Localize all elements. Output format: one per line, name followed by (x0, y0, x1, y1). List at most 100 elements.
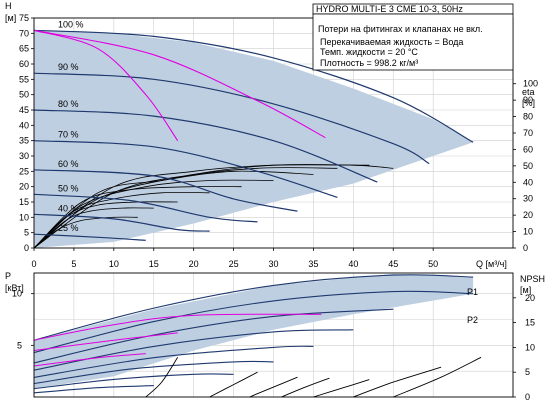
power-system-curve (33, 353, 146, 367)
efficiency-curve (33, 186, 242, 249)
info-box (312, 13, 514, 71)
top-labels: 100 % 90 % 80 % 70 % 60 % 50 % 40 % 25 % (58, 19, 84, 233)
power-curve (33, 329, 354, 371)
y-tick-label: 10 (19, 212, 29, 222)
chart-title: HYDRO MULTI-E 3 CME 10-3, 50Hz (316, 4, 463, 14)
power-curve (33, 308, 394, 364)
info-line-4: Плотность = 998.2 кг/м³ (320, 58, 418, 68)
bottom-power-curves (33, 274, 474, 394)
power-curve (33, 360, 274, 385)
y-tick-label: 5 (24, 228, 29, 238)
info-line-2: Перекачиваемая жидкость = Вода (320, 37, 463, 47)
speed-curve (33, 193, 258, 223)
speed-curve (33, 140, 338, 198)
speed-curve-label: 80 % (58, 99, 79, 109)
bottom-envelope (34, 274, 474, 389)
p2-label: P2 (467, 315, 478, 325)
p-unit: [кВт] (5, 283, 24, 293)
npsh-tick-label: 10 (525, 342, 535, 352)
speed-curve-label: 70 % (58, 130, 79, 140)
npsh-curve (281, 377, 330, 398)
power-curve (33, 345, 314, 378)
y2-tick-label: 70 (523, 128, 533, 138)
bottom-operating-area (34, 274, 474, 389)
y2-tick-label: 50 (523, 161, 533, 171)
bottom-npsh-curves (145, 356, 482, 398)
y-tick-label: 15 (19, 197, 29, 207)
speed-curve-label: 25 % (58, 223, 79, 233)
y-right-unit: [%] (522, 98, 535, 108)
y-tick-label: 25 (19, 166, 29, 176)
p-tick-label: 5 (17, 340, 22, 350)
y-tick-label: 50 (19, 90, 29, 100)
top-axes: 0 5 10 15 20 25 30 35 40 45 50 55 60 65 70 75 0 5 10 15 20 25… (19, 13, 538, 269)
bottom-axes: 5 10 0 5 10 15 20 (12, 272, 535, 402)
y2-tick-label: 10 (523, 227, 533, 237)
npsh-curve (145, 357, 179, 398)
x-tick-label: 25 (229, 259, 239, 269)
y-tick-label: 65 (19, 44, 29, 54)
y-tick-label: 75 (19, 13, 29, 23)
top-envelope (34, 30, 474, 248)
y-left-unit: [м] (5, 13, 16, 23)
efficiency-curve (33, 207, 154, 249)
speed-curve-label: 50 % (58, 183, 79, 193)
speed-curve-label: 100 % (58, 19, 84, 29)
x-tick-label: 40 (348, 259, 358, 269)
y2-tick-label: 40 (523, 177, 533, 187)
x-axis-label: Q [м³/ч] (476, 259, 507, 269)
npsh-curve (353, 366, 442, 398)
npsh-unit: [м] (520, 285, 531, 295)
bottom-plot-frame (33, 272, 514, 398)
x-tick-label: 20 (189, 259, 199, 269)
y-tick-label: 55 (19, 74, 29, 84)
speed-curve-label: 40 % (58, 203, 79, 213)
x-tick-label: 35 (308, 259, 318, 269)
power-curve (33, 385, 154, 394)
system-curve (33, 29, 179, 142)
x-tick-label: 50 (428, 259, 438, 269)
y-left-label: H (5, 1, 12, 11)
y2-tick-label: 0 (523, 243, 528, 253)
npsh-curve (249, 376, 298, 398)
y2-tick-label: 90 (523, 95, 533, 105)
y2-tick-label: 60 (523, 144, 533, 154)
npsh-tick-label: 20 (525, 293, 535, 303)
p-tick-label: 10 (12, 289, 22, 299)
speed-curve (33, 233, 146, 241)
info-line-3: Темп. жидкости = 20 °C (320, 47, 418, 57)
y-tick-label: 40 (19, 120, 29, 130)
speed-curve (33, 29, 474, 143)
npsh-label: NPSH (520, 274, 545, 284)
p-label: P (5, 271, 11, 281)
speed-curve (33, 169, 298, 212)
y-tick-label: 30 (19, 151, 29, 161)
y-tick-label: 20 (19, 182, 29, 192)
speed-curve (33, 72, 430, 165)
y2-tick-label: 20 (523, 210, 533, 220)
y2-tick-label: 100 (523, 79, 538, 89)
system-curve (33, 29, 326, 139)
npsh-tick-label: 0 (525, 392, 530, 402)
y-right-label: eta (522, 87, 535, 97)
npsh-tick-label: 15 (525, 318, 535, 328)
info-line-1: Потери на фитингах и клапанах не вкл. (318, 24, 483, 34)
p1-label: P1 (467, 287, 478, 297)
speed-curve (33, 109, 378, 183)
y2-tick-label: 30 (523, 194, 533, 204)
npsh-curve (393, 356, 482, 398)
power-curve (33, 274, 474, 341)
top-speed-curves (33, 29, 474, 241)
x-tick-label: 5 (71, 259, 76, 269)
x-tick-label: 45 (388, 259, 398, 269)
top-operating-area (34, 30, 474, 248)
power-system-curve (33, 332, 178, 351)
npsh-curve (313, 379, 370, 398)
y-tick-label: 45 (19, 105, 29, 115)
efficiency-curve (33, 201, 178, 249)
y-tick-label: 35 (19, 136, 29, 146)
y-tick-label: 70 (19, 28, 29, 38)
npsh-curve (209, 371, 258, 398)
y-tick-label: 60 (19, 59, 29, 69)
